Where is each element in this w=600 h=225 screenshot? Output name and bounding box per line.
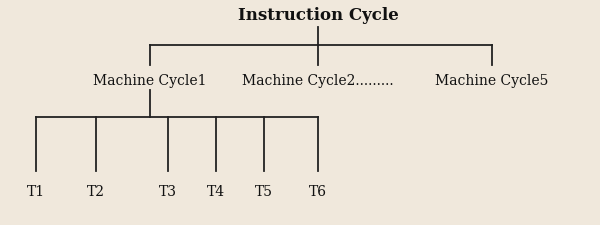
- Text: T6: T6: [309, 184, 327, 198]
- Text: T5: T5: [255, 184, 273, 198]
- Text: T2: T2: [87, 184, 105, 198]
- Text: Machine Cycle1: Machine Cycle1: [93, 74, 207, 88]
- Text: T4: T4: [207, 184, 225, 198]
- Text: Instruction Cycle: Instruction Cycle: [238, 7, 398, 24]
- Text: T1: T1: [27, 184, 45, 198]
- Text: T3: T3: [159, 184, 177, 198]
- Text: Machine Cycle2.........: Machine Cycle2.........: [242, 74, 394, 88]
- Text: Machine Cycle5: Machine Cycle5: [436, 74, 548, 88]
